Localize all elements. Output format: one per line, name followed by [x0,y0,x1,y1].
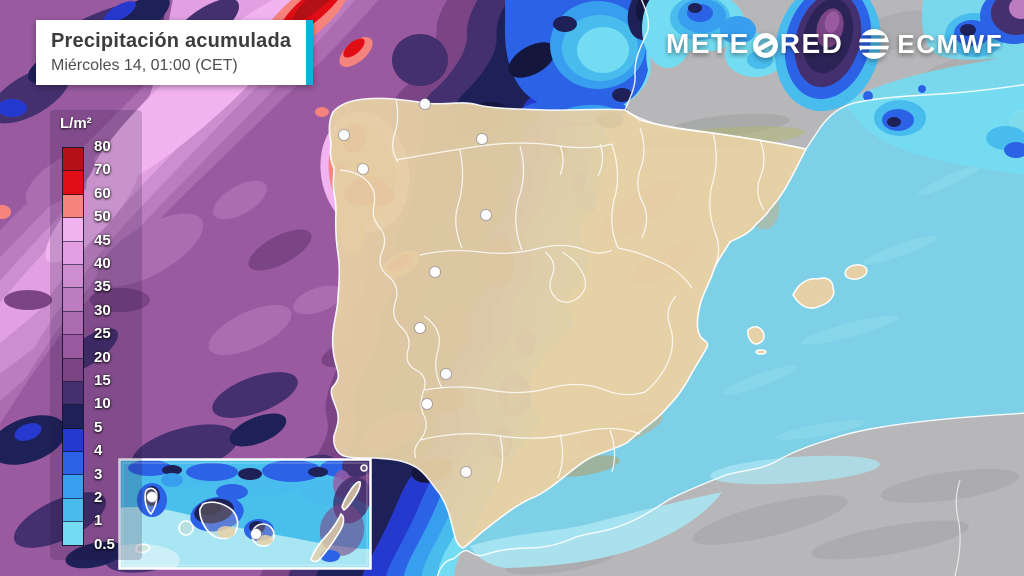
africa-coast [436,412,1024,576]
legend-segment [63,475,83,499]
city-marker [338,129,350,141]
ecmwf-globe-icon [859,29,890,59]
legend-value: 35 [94,278,111,296]
legend-value: 4 [94,442,103,460]
spain-france-border [624,109,807,150]
tenerife-south-terrain [217,526,235,538]
city-marker [421,398,433,410]
city-marker [250,528,262,540]
legend-segment [63,194,83,219]
legend-value: 60 [94,184,111,202]
legend-color-bar [62,147,84,546]
city-marker [480,209,492,221]
sea-texture [722,164,982,440]
legend-unit-label: L/m² [60,115,92,132]
city-marker [429,266,441,278]
gran-canaria-terrain [257,535,273,545]
legend-segment [63,452,83,476]
legend-value: 40 [94,255,111,272]
province-borders [339,99,765,483]
city-marker [146,491,158,503]
inset-frame-inner [122,462,368,566]
legend-segment [63,241,83,265]
inset-frame [118,458,372,570]
legend-value: 45 [94,231,111,249]
legend-segment [63,358,83,382]
legend-value: 5 [94,418,103,436]
meteored-text-post: RED [779,28,844,59]
canary-islands-inset [119,459,371,569]
legend-value: 50 [94,208,111,226]
legend-value: 20 [94,348,111,366]
legend-segment [63,148,83,172]
legend-segment [63,264,83,289]
city-marker [419,98,431,110]
precipitation-legend: L/m² 80 70 60 50 45 40 35 30 25 20 15 10 5 4 3 2 1 0.5 [50,110,142,560]
legend-value: 30 [94,301,111,319]
city-marker [460,466,472,478]
balearic-islands [747,264,868,355]
legend-value: 25 [94,325,111,343]
legend-segment [63,381,83,406]
legend-value: 80 [94,138,111,155]
meteored-text-pre: METE [666,28,750,59]
legend-segment [63,522,83,545]
legend-segment [63,311,83,336]
legend-value: 15 [94,372,111,389]
legend-value: 70 [94,161,111,179]
legend-value: 1 [94,512,103,530]
legend-segment [63,288,83,312]
morocco-algeria-border [954,479,961,576]
ecmwf-logo: ECMWF [857,27,1003,61]
city-marker [440,368,452,380]
coastlines-and-borders [328,0,1024,576]
ecmwf-text: ECMWF [897,28,1004,59]
page-subtitle: Miércoles 14, 01:00 (CET) [51,57,238,74]
legend-value: 2 [94,489,103,506]
legend-segment [63,498,83,523]
legend-value: 10 [94,395,111,413]
meteored-o-icon [752,32,778,58]
legend-value: 0.5 [94,535,115,553]
france-med-coast [805,83,1024,150]
branding: METE RED ECMWF [666,27,1003,61]
legend-value: 3 [94,465,103,483]
legend-segment [63,428,83,453]
page-title: Precipitación acumulada [51,30,292,52]
meteored-logo: METE RED [666,28,843,60]
city-marker [476,133,488,145]
legend-segment [63,335,83,359]
city-markers-layer [146,98,492,540]
city-marker [357,163,369,175]
city-marker [414,322,426,334]
legend-segment [63,218,83,242]
france-atlantic-coast [624,0,650,111]
legend-segment [63,171,83,195]
legend-segment [63,405,83,429]
title-box: Precipitación acumulada Miércoles 14, 01… [36,20,314,85]
